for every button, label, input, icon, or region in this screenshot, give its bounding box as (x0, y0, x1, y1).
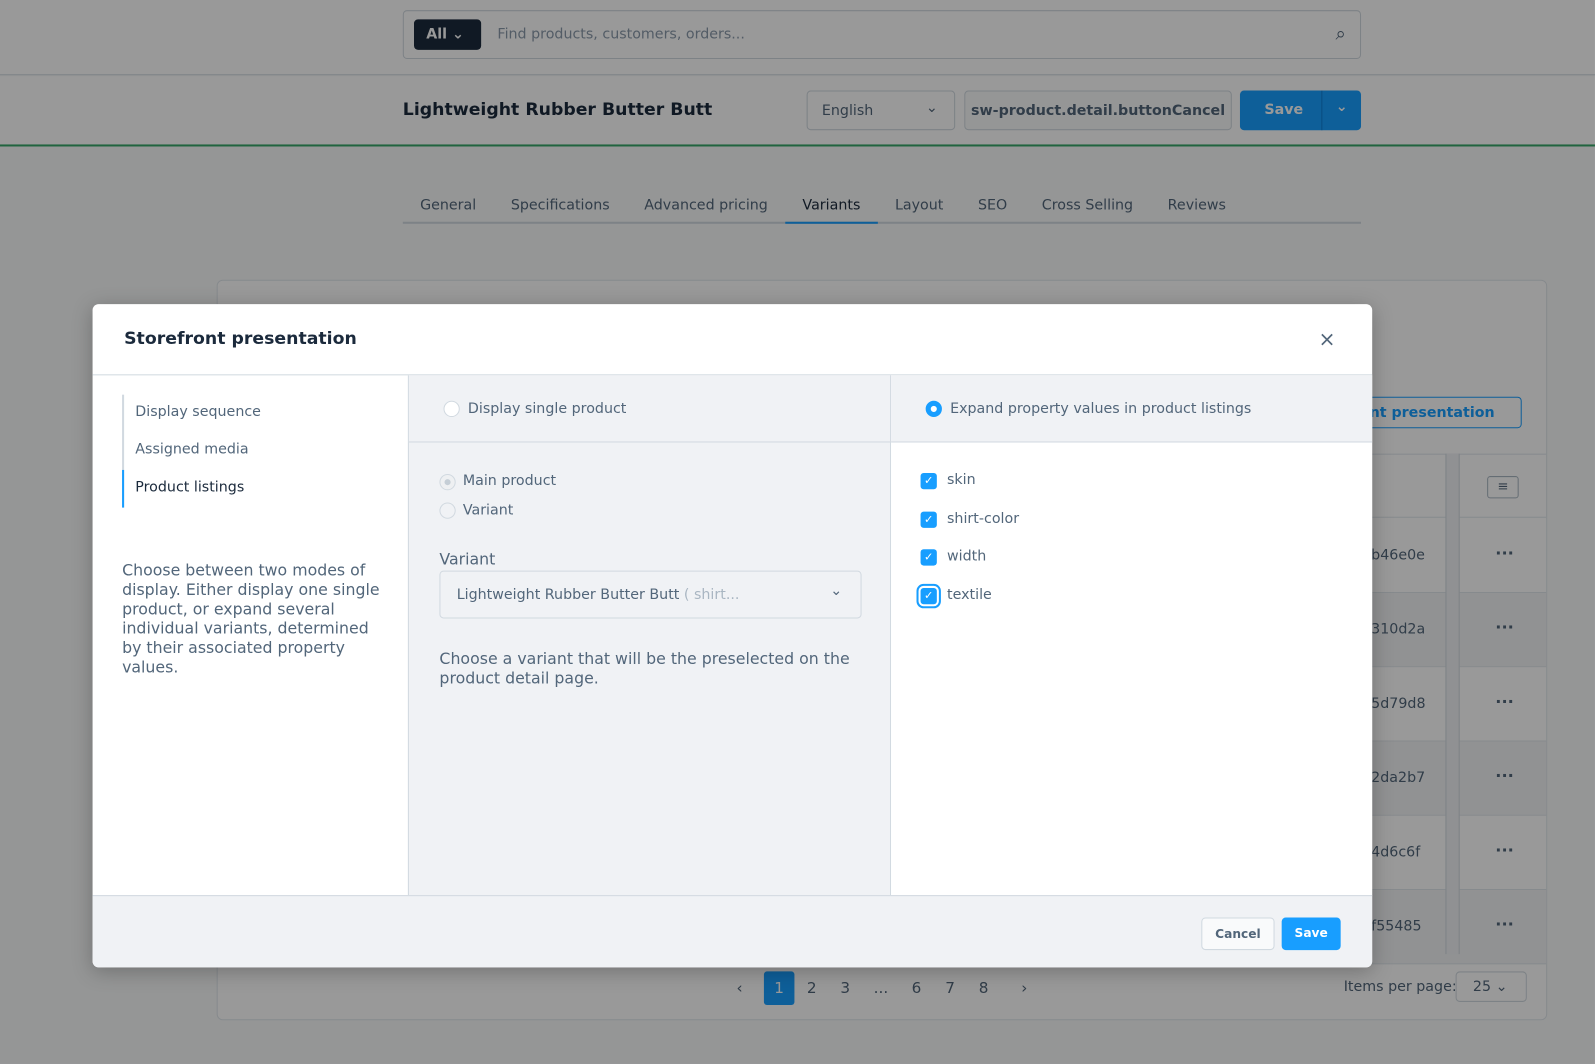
property-label: width (947, 548, 987, 565)
nav-display-sequence[interactable]: Display sequence (135, 403, 261, 421)
table-divider (1445, 453, 1460, 955)
row-id: 310d2a (1371, 621, 1426, 638)
pagination-page[interactable]: 1 (763, 971, 795, 1005)
search-icon[interactable]: ⌕ (1335, 23, 1346, 45)
cancel-button[interactable]: sw-product.detail.buttonCancel (964, 90, 1232, 131)
product-tabs: General Specifications Advanced pricing Var… (402, 193, 1362, 224)
row-id: 5d79d8 (1371, 695, 1426, 713)
items-per-page-label: Items per page: (1343, 978, 1457, 995)
main-product-label: Main product (462, 472, 557, 490)
expand-properties-panel: Expand property values in product listin… (891, 375, 1373, 896)
modal-sidebar: Display sequence Assigned media Product … (93, 375, 408, 895)
language-select[interactable]: English ⌄ (806, 90, 956, 131)
search-scope-dropdown[interactable]: All ⌄ (414, 19, 482, 50)
tab-variants[interactable]: Variants (785, 193, 878, 224)
row-actions-icon[interactable]: ··· (1495, 765, 1514, 786)
row-actions-icon[interactable]: ··· (1495, 617, 1514, 637)
tab-reviews[interactable]: Reviews (1167, 197, 1226, 214)
row-id: f55485 (1371, 918, 1422, 935)
chevron-down-icon: ⌄ (925, 99, 938, 116)
save-options-chevron-icon[interactable]: ⌄ (1321, 90, 1361, 131)
row-actions-icon[interactable]: ··· (1495, 914, 1514, 934)
global-search[interactable]: All ⌄ Find products, customers, orders..… (402, 10, 1362, 59)
search-input[interactable]: Find products, customers, orders... (497, 26, 745, 43)
variant-select-suffix: ( shirt... (683, 586, 740, 604)
tab-general[interactable]: General (420, 197, 477, 214)
main-product-radio[interactable] (439, 474, 456, 491)
row-id: 4d6c6f (1371, 844, 1421, 861)
expand-radio[interactable] (925, 400, 942, 418)
close-icon[interactable]: × (1318, 326, 1336, 351)
variant-select[interactable]: Lightweight Rubber Butter Butt ( shirt..… (439, 570, 862, 619)
variant-radio-label: Variant (462, 502, 514, 519)
column-settings-icon[interactable]: ≡ (1487, 476, 1519, 499)
property-label: skin (947, 471, 976, 489)
pagination-prev-icon[interactable]: ‹ (736, 978, 743, 997)
language-value: English (821, 102, 874, 120)
divider (92, 374, 1373, 376)
modal-save-button[interactable]: Save (1281, 917, 1341, 951)
variant-radio[interactable] (439, 502, 456, 519)
storefront-presentation-modal: Storefront presentation × Display sequen… (92, 304, 1373, 968)
pagination-page[interactable]: 7 (945, 978, 955, 997)
modal-footer: Cancel Save (92, 895, 1373, 968)
tab-specifications[interactable]: Specifications (510, 197, 610, 214)
save-button-group[interactable]: Save ⌄ (1239, 90, 1362, 131)
property-checkbox-skin[interactable]: ✓ (920, 472, 937, 490)
items-per-page-select[interactable]: 25 ⌄ (1455, 971, 1527, 1002)
row-id: b46e0e (1371, 547, 1425, 564)
row-id: 2da2b7 (1371, 770, 1426, 787)
expand-label: Expand property values in product listin… (950, 400, 1252, 418)
property-label: textile (947, 586, 992, 603)
tab-cross-selling[interactable]: Cross Selling (1041, 197, 1134, 214)
pagination-page[interactable]: 3 (840, 978, 851, 997)
nav-product-listings[interactable]: Product listings (122, 469, 261, 508)
variant-select-value: Lightweight Rubber Butter Butt (456, 586, 680, 604)
row-actions-icon[interactable]: ··· (1495, 840, 1514, 860)
expand-option[interactable]: Expand property values in product listin… (891, 375, 1373, 443)
property-label: shirt-color (947, 510, 1020, 527)
nav-assigned-media[interactable]: Assigned media (135, 441, 249, 458)
property-checkbox-textile[interactable]: ✓ (920, 587, 937, 604)
property-checkbox-width[interactable]: ✓ (920, 549, 937, 566)
property-checkbox-shirt-color[interactable]: ✓ (920, 511, 937, 528)
chevron-down-icon: ⌄ (830, 582, 843, 600)
chevron-down-icon: ⌄ (451, 26, 464, 43)
single-product-radio[interactable] (443, 400, 460, 418)
pagination-page[interactable]: 8 (978, 978, 989, 997)
row-actions-icon[interactable]: ··· (1495, 691, 1514, 712)
tab-layout[interactable]: Layout (894, 197, 944, 214)
pagination-next-icon[interactable]: › (1021, 978, 1028, 997)
tab-seo[interactable]: SEO (977, 197, 1008, 214)
pagination-page[interactable]: ... (873, 978, 889, 997)
pagination-page[interactable]: 2 (806, 978, 817, 997)
mode-description: Choose between two modes of display. Eit… (122, 561, 380, 677)
modal-cancel-button[interactable]: Cancel (1201, 917, 1275, 951)
single-product-panel: Display single product Main product Vari… (407, 375, 892, 896)
save-button[interactable]: Save (1264, 101, 1304, 118)
search-scope-label: All (426, 26, 447, 43)
chevron-down-icon: ⌄ (1495, 978, 1508, 995)
tab-advanced-pricing[interactable]: Advanced pricing (644, 197, 768, 214)
variant-field-label: Variant (439, 550, 496, 569)
single-product-label: Display single product (467, 400, 627, 418)
modal-nav: Display sequence Assigned media Product … (122, 394, 261, 508)
items-per-page-value: 25 (1472, 978, 1492, 995)
row-actions-icon[interactable]: ··· (1495, 543, 1514, 563)
pagination-page[interactable]: 6 (911, 978, 922, 997)
modal-title: Storefront presentation (124, 328, 357, 349)
page-title: Lightweight Rubber Butter Butt (402, 99, 713, 121)
variant-help-text: Choose a variant that will be the presel… (439, 649, 850, 688)
single-product-option[interactable]: Display single product (408, 375, 891, 443)
